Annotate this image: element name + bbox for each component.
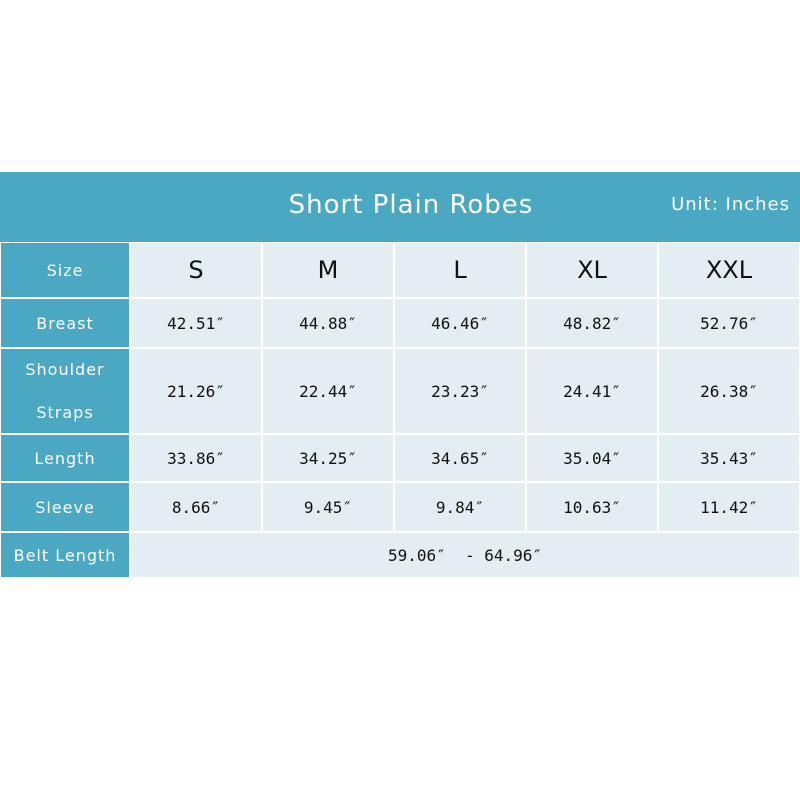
value-cell: 23.23″ <box>394 348 526 434</box>
row-label: Shoulder Straps <box>0 348 130 434</box>
value-cell: 34.65″ <box>394 434 526 482</box>
title: Short Plain Robes <box>288 190 534 220</box>
row-label: Belt Length <box>0 532 130 578</box>
header-band: Short Plain Robes Unit: Inches <box>0 172 800 242</box>
value-cell: 44.88″ <box>262 298 394 348</box>
value-cell: 22.44″ <box>262 348 394 434</box>
value-cell: 24.41″ <box>526 348 658 434</box>
row-label: Size <box>0 242 130 298</box>
value-cell: 35.04″ <box>526 434 658 482</box>
value-cell: 11.42″ <box>658 482 800 532</box>
size-header: XXL <box>658 242 800 298</box>
row-label: Length <box>0 434 130 482</box>
size-header: XL <box>526 242 658 298</box>
value-cell: 10.63″ <box>526 482 658 532</box>
value-cell: 48.82″ <box>526 298 658 348</box>
value-cell: 59.06″ - 64.96″ <box>130 532 800 578</box>
row-label: Sleeve <box>0 482 130 532</box>
value-cell: 46.46″ <box>394 298 526 348</box>
value-cell: 42.51″ <box>130 298 262 348</box>
size-header: S <box>130 242 262 298</box>
value-cell: 26.38″ <box>658 348 800 434</box>
value-cell: 33.86″ <box>130 434 262 482</box>
size-header: M <box>262 242 394 298</box>
value-cell: 9.84″ <box>394 482 526 532</box>
value-cell: 21.26″ <box>130 348 262 434</box>
value-cell: 35.43″ <box>658 434 800 482</box>
value-cell: 34.25″ <box>262 434 394 482</box>
value-cell: 9.45″ <box>262 482 394 532</box>
value-cell: 52.76″ <box>658 298 800 348</box>
unit: Unit: Inches <box>671 194 790 215</box>
size-header: L <box>394 242 526 298</box>
value-cell: 8.66″ <box>130 482 262 532</box>
row-label: Breast <box>0 298 130 348</box>
